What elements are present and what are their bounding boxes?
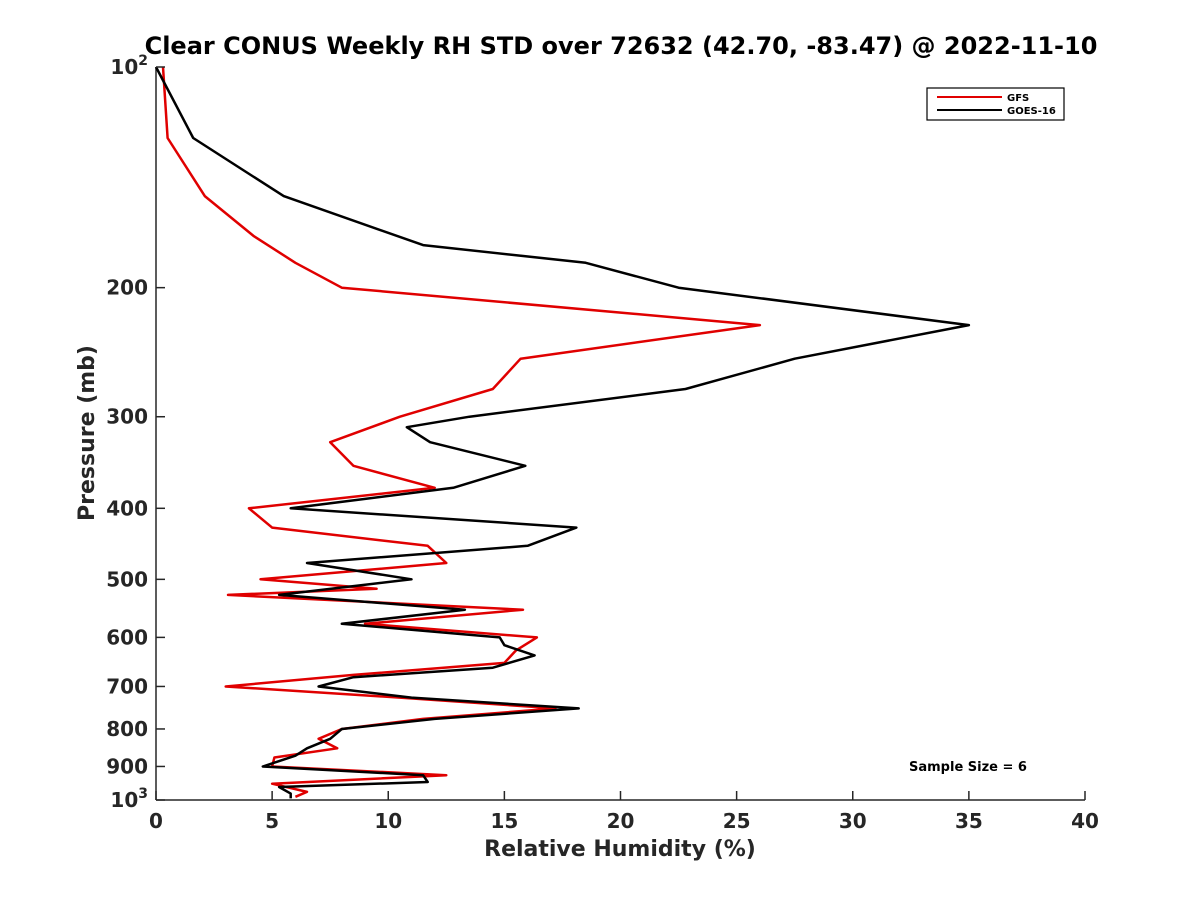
x-tick-label: 0 <box>149 809 163 833</box>
x-tick-label: 20 <box>607 809 635 833</box>
x-tick-label: 15 <box>490 809 518 833</box>
x-ticks: 0 5 10 15 20 25 30 35 40 <box>149 791 1099 833</box>
y-tick-label: 900 <box>106 754 148 778</box>
y-tick-label: 400 <box>106 496 148 520</box>
series-layer <box>154 66 971 799</box>
y-tick-label: 800 <box>106 717 148 741</box>
legend: GFS GOES-16 <box>926 87 1065 121</box>
x-tick-label: 5 <box>265 809 279 833</box>
x-tick-label: 25 <box>723 809 751 833</box>
series-line-gfs <box>161 66 762 798</box>
legend-box <box>926 87 1065 121</box>
x-tick-label: 35 <box>955 809 983 833</box>
sample-size-annotation: Sample Size = 6 <box>909 760 1027 775</box>
y-tick-label: 200 <box>106 276 148 300</box>
x-tick-label: 30 <box>839 809 867 833</box>
y-tick-label: 600 <box>106 625 148 649</box>
x-axis-label: Relative Humidity (%) <box>484 837 756 862</box>
x-tick-label: 40 <box>1071 809 1099 833</box>
chart-title: Clear CONUS Weekly RH STD over 72632 (42… <box>145 32 1098 60</box>
y-ticks: 102 200 300 400 500 600 700 800 900 103 <box>106 53 165 812</box>
series-line-goes16 <box>154 66 971 799</box>
y-tick-label: 500 <box>106 567 148 591</box>
x-tick-label: 10 <box>374 809 402 833</box>
y-tick-label: 700 <box>106 674 148 698</box>
plot-area: 0 5 10 15 20 25 30 35 40 102 200 300 400 500 600 700 80… <box>106 53 1099 833</box>
y-tick-label: 102 <box>110 53 148 79</box>
y-tick-label: 103 <box>110 786 148 812</box>
y-tick-label: 300 <box>106 405 148 429</box>
y-axis-label: Pressure (mb) <box>75 345 100 521</box>
legend-label-gfs: GFS <box>1007 93 1029 104</box>
legend-label-goes16: GOES-16 <box>1007 106 1056 117</box>
